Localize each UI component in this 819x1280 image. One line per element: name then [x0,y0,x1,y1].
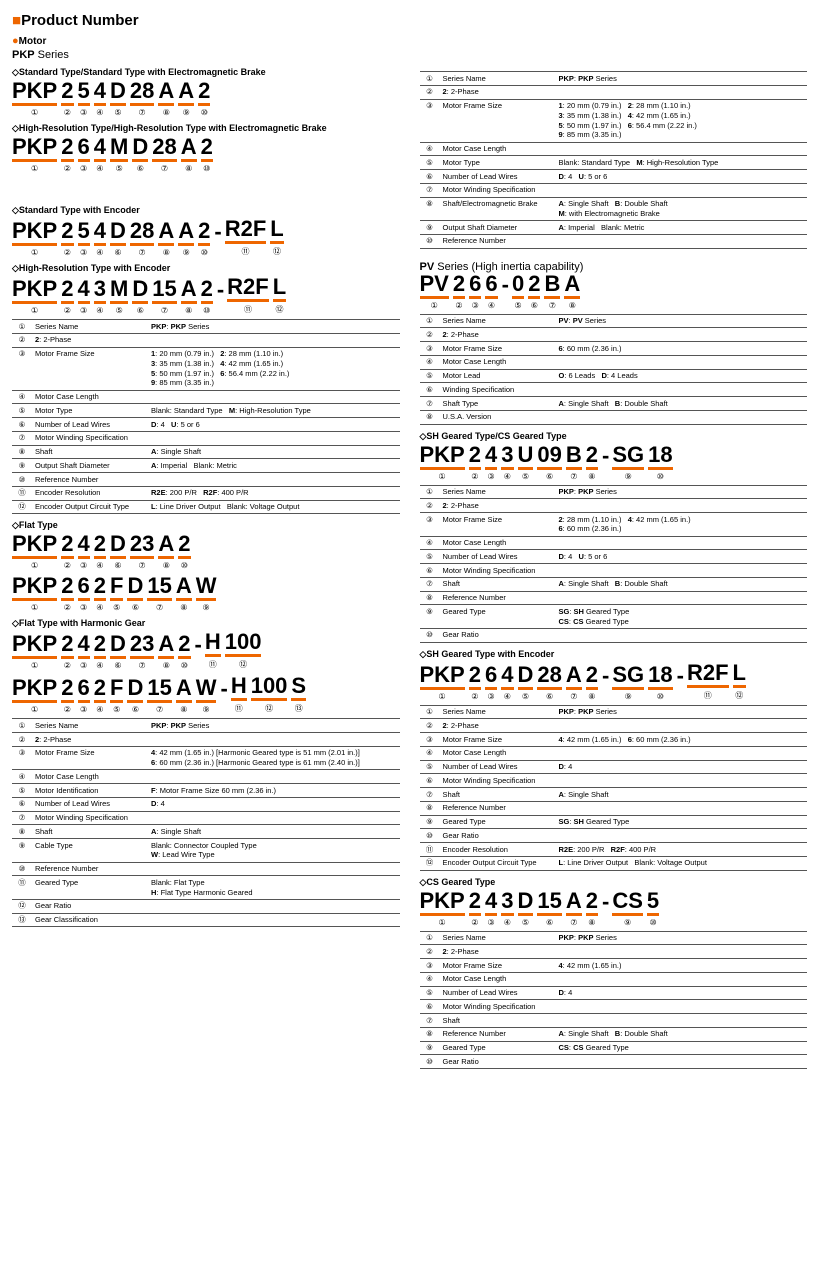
type-hdr: ◇SH Geared Type with Encoder [420,649,808,660]
type-hdr: ◇Standard Type with Encoder [12,205,400,216]
partnum: PKP①2②6③2④F⑤D⑥15⑦A⑧W⑨ [12,575,400,612]
series-line: PKP Series [12,49,400,61]
partnum: PKP①2②4③2④D⑥23⑦A⑧2⑩-H⑪100⑫ [12,631,400,670]
spec-table: ①Series NamePKP: PKP Series②2: 2-Phase③M… [420,705,808,871]
spec-table: ①Series NamePKP: PKP Series②2: 2-Phase③M… [420,71,808,249]
type-hdr: ◇Flat Type [12,520,400,531]
spec-table: ①Series NamePKP: PKP Series②2: 2-Phase③M… [12,718,400,927]
spec-table: ①Series NamePKP: PKP Series②2: 2-Phase③M… [420,931,808,1070]
type-hdr: ◇High-Resolution Type/High-Resolution Ty… [12,123,400,134]
partnum: PKP①2②4③3④U⑤09⑥B⑦2⑧-SG⑨18⑩ [420,444,808,481]
partnum: PKP①2②6③2④F⑤D⑥15⑦A⑧W⑨-H⑪100⑫S⑬ [12,675,400,714]
page-title: ■Product Number [12,12,807,29]
motor-hdr: ●Motor [12,35,400,47]
type-hdr: ◇High-Resolution Type with Encoder [12,263,400,274]
partnum: PKP①2②6③4④M⑤D⑥28⑦A⑧2⑩ [12,136,400,173]
spec-table: ①Series NamePKP: PKP Series②2: 2-Phase③M… [420,485,808,643]
partnum: PKP①2②4③2④D⑥23⑦A⑧2⑩ [12,533,400,570]
partnum: PKP①2②5③4④D⑥28⑦A⑧A⑨2⑩-R2F⑪L⑫ [12,218,400,257]
type-hdr: ◇CS Geared Type [420,877,808,888]
partnum: PKP①2②4③3④M⑤D⑥15⑦A⑧2⑩-R2F⑪L⑫ [12,276,400,315]
partnum: PV①2②6③6④-0⑤2⑥B⑦A⑧ [420,273,808,310]
type-hdr: ◇SH Geared Type/CS Geared Type [420,431,808,442]
partnum: PKP①2②6③4④D⑤28⑥A⑦2⑧-SG⑨18⑩-R2F⑪L⑫ [420,662,808,701]
spec-table: ①Series NamePV: PV Series②2: 2-Phase③Mot… [420,314,808,425]
partnum: PKP①2②4③3④D⑤15⑥A⑦2⑧-CS⑨5⑩ [420,890,808,927]
type-hdr: ◇Standard Type/Standard Type with Electr… [12,67,400,78]
spec-table: ①Series NamePKP: PKP Series②2: 2-Phase③M… [12,319,400,514]
type-hdr: ◇Flat Type with Harmonic Gear [12,618,400,629]
partnum: PKP①2②5③4④D⑤28⑦A⑧A⑨2⑩ [12,80,400,117]
